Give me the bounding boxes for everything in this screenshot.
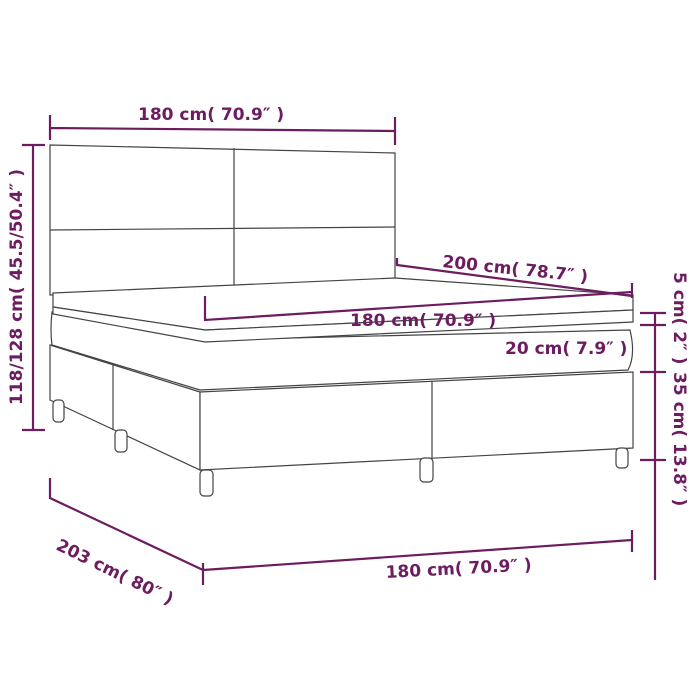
leg <box>419 457 434 483</box>
total-length-label: 203 cm( 80″ ) <box>53 536 177 610</box>
length-label: 200 cm( 78.7″ ) <box>441 252 588 287</box>
topper-width-label: 180 cm( 70.9″ ) <box>350 311 496 331</box>
leg <box>114 429 128 453</box>
dimension-lines <box>22 115 666 585</box>
base-width-label: 180 cm( 70.9″ ) <box>385 555 532 583</box>
leg <box>615 447 629 469</box>
leg <box>52 399 65 423</box>
headboard-width-label: 180 cm( 70.9″ ) <box>138 105 284 125</box>
headboard <box>49 144 396 296</box>
base-height-label: 35 cm( 13.8″ ) <box>669 372 689 506</box>
total-height-label: 118/128 cm( 45.5/50.4″ ) <box>7 169 27 405</box>
mattress <box>50 311 634 391</box>
leg <box>199 469 214 497</box>
mattress-height-label: 20 cm( 7.9″ ) <box>505 339 627 359</box>
bed-base <box>49 344 634 497</box>
topper-height-label: 5 cm( 2″ ) <box>669 272 689 364</box>
topper <box>52 277 634 343</box>
